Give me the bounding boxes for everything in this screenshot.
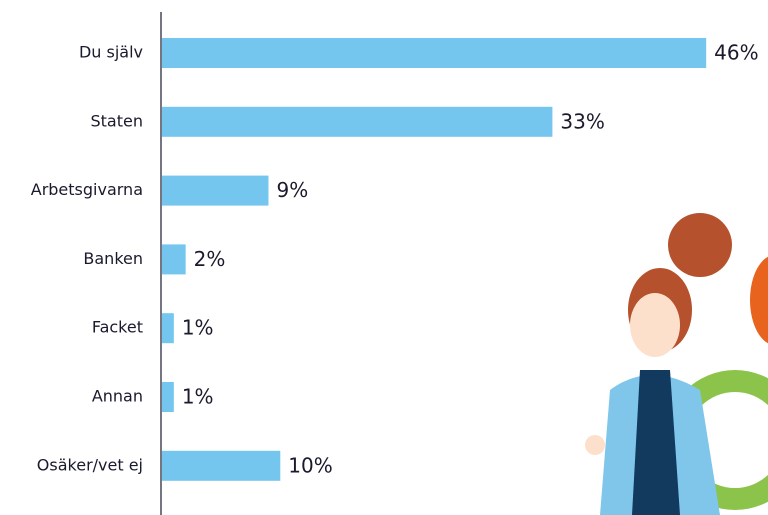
category-label: Staten	[91, 111, 144, 130]
value-label: 46%	[714, 41, 758, 65]
category-label: Banken	[83, 249, 143, 268]
value-label: 2%	[194, 247, 226, 271]
illustration-face	[630, 293, 680, 357]
value-label: 1%	[182, 385, 214, 409]
category-label: Arbetsgivarna	[31, 180, 143, 199]
bar	[162, 244, 186, 275]
bar	[162, 106, 553, 137]
bar	[162, 313, 174, 344]
bar	[162, 450, 281, 481]
illustration	[585, 213, 768, 515]
category-label: Annan	[92, 387, 143, 406]
illustration-bun	[668, 213, 732, 277]
value-label: 9%	[276, 178, 308, 202]
bar	[162, 175, 269, 206]
value-label: 10%	[288, 453, 332, 477]
value-label: 1%	[182, 316, 214, 340]
illustration-hand	[585, 435, 605, 455]
value-label: 33%	[560, 109, 604, 133]
category-label: Facket	[92, 318, 143, 337]
category-label: Osäker/vet ej	[37, 455, 143, 474]
bar	[162, 382, 174, 412]
bar	[162, 38, 707, 68]
illustration-shirt	[632, 370, 680, 515]
category-label: Du själv	[79, 43, 143, 62]
illustration-hair	[750, 256, 768, 344]
